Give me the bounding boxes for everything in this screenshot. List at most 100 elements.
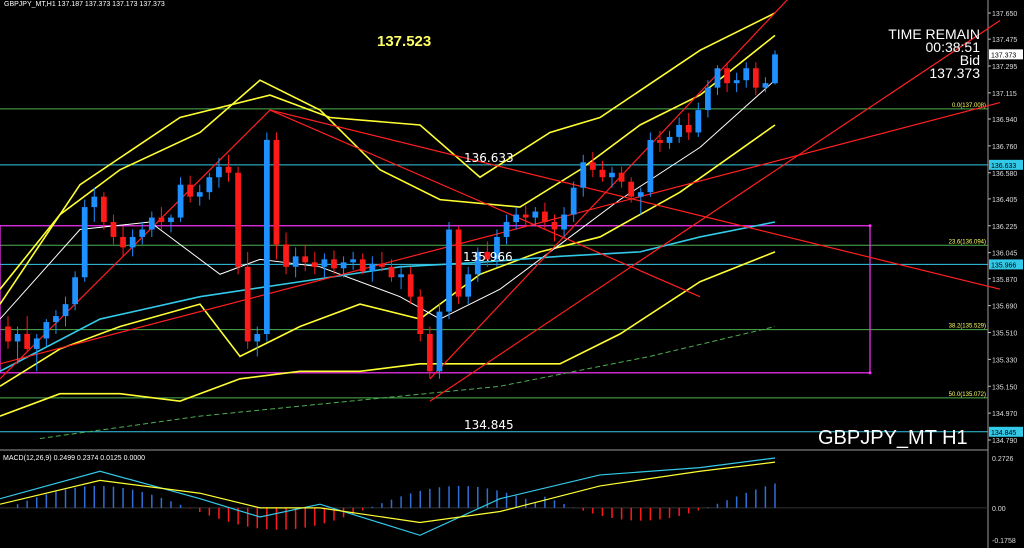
candle-bull (148, 217, 155, 230)
candle-bear (311, 262, 318, 267)
candle-bull (321, 259, 328, 267)
candle-bear (752, 68, 759, 88)
candle-bull (72, 277, 78, 305)
candle-bull (762, 83, 769, 88)
candle-bear (685, 124, 692, 133)
candle-bull (561, 214, 567, 230)
candle-bear (24, 333, 31, 349)
level-label-low: 134.845 (464, 418, 514, 432)
candle-bear (628, 181, 635, 197)
trendline (0, 101, 1001, 365)
price-grid (0, 0, 989, 548)
candle-bear (110, 222, 117, 237)
candle-bear (724, 68, 730, 84)
macd-line (0, 457, 776, 536)
trendline (269, 109, 701, 298)
candle-bull (196, 192, 203, 197)
price-tag-text: 137.373 (991, 52, 1016, 59)
candle-bear (407, 274, 414, 297)
candle-bear (5, 326, 11, 342)
price-tick-label: 136.760 (992, 144, 1017, 151)
candle-bear (235, 172, 241, 267)
candle-bull (465, 274, 472, 297)
moving-average-green (39, 326, 776, 440)
price-tick-label: 134.790 (992, 438, 1017, 445)
candle-bull (43, 322, 50, 339)
price-tick-label: 136.225 (992, 224, 1017, 231)
candle-bull (340, 262, 347, 269)
candle-bull (666, 136, 673, 143)
candle-bull (292, 256, 299, 267)
trendline (429, 19, 1001, 402)
candle-bull (743, 68, 750, 81)
price-tag (989, 49, 1023, 60)
price-tick-label: 135.510 (992, 331, 1017, 338)
time-remain-value: 00:38:51 (925, 39, 981, 55)
candle-bear (244, 266, 251, 342)
candle-bull (33, 338, 40, 349)
candle-bear (484, 251, 491, 260)
candle-bull (676, 124, 683, 137)
candle-bull (53, 316, 59, 323)
price-tick-label: 136.045 (992, 251, 1017, 258)
price-tag-text: 134.845 (991, 430, 1016, 437)
candle-bull (705, 87, 711, 111)
macd-tick-label: -0.1758 (992, 538, 1016, 545)
candle-bear (359, 259, 366, 272)
price-tag-text: 135.966 (991, 262, 1016, 269)
fib-level-label: 38.2(135.529) (949, 324, 986, 330)
candle-bull (647, 139, 654, 193)
candle-bull (436, 311, 443, 372)
candlesticks (5, 50, 778, 379)
price-tag (989, 426, 1023, 437)
candle-bull (129, 236, 136, 248)
candle-bull (513, 214, 520, 223)
candle-bull (177, 184, 184, 218)
price-tag (989, 159, 1023, 170)
symbol-timeframe-label: GBPJPY_MT H1 (818, 427, 968, 449)
price-tick-label: 136.580 (992, 171, 1017, 178)
candle-bear (618, 172, 625, 182)
candle-bear (542, 211, 548, 223)
candle-bull (570, 187, 577, 215)
candle-bull (350, 259, 357, 263)
candle-bear (158, 217, 165, 223)
macd-tick-label: 0.2726 (992, 456, 1014, 463)
candle-bear (551, 222, 558, 230)
candle-bull (206, 177, 213, 193)
candle-bull (369, 263, 376, 272)
candle-bear (120, 236, 126, 248)
candle-bull (637, 192, 644, 197)
candle-bull (81, 207, 88, 278)
macd-signal-line (0, 461, 776, 524)
candle-bull (714, 68, 721, 88)
range-box-handle (868, 224, 872, 228)
candle-bear (100, 196, 107, 223)
fib-level-label: 50.0(135.072) (949, 392, 986, 398)
price-tick-label: 135.330 (992, 357, 1017, 364)
macd-header: MACD(12,26,9) 0.2499 0.2374 0.0125 0.000… (3, 455, 146, 462)
price-tick-label: 135.150 (992, 384, 1017, 391)
candle-bull (139, 229, 146, 237)
level-label-high: 136.633 (464, 151, 514, 165)
candle-bull (695, 110, 702, 133)
candle-bull (772, 54, 778, 84)
current-price-display: 137.523 (377, 33, 432, 50)
price-tick-label: 137.115 (992, 91, 1017, 98)
price-tick-label: 137.295 (992, 64, 1017, 71)
candle-bull (474, 251, 481, 275)
bid-label: Bid (959, 52, 980, 68)
candle-bear (283, 244, 289, 267)
candle-bull (609, 172, 615, 178)
bollinger-band (0, 34, 776, 290)
bollinger-band (0, 124, 776, 387)
price-tag (989, 259, 1023, 270)
candle-bear (455, 229, 462, 297)
range-box-handle (868, 371, 872, 375)
candle-bull (503, 222, 510, 237)
candle-bull (446, 229, 452, 312)
candle-bull (494, 236, 500, 260)
price-axis: 137.650 137.475 137.295 137.115 136.940 136.7… (988, 11, 1023, 445)
candle-bull (580, 162, 587, 188)
